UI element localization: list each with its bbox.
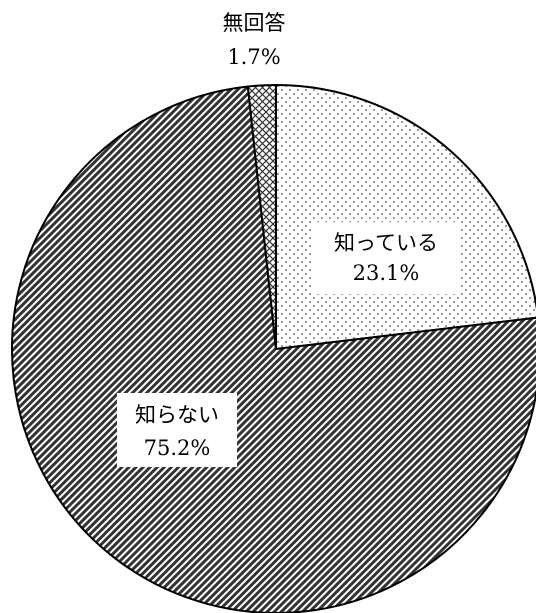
slice-label-mukaito: 無回答 1.7% bbox=[223, 11, 286, 69]
slice-value-label: 1.7% bbox=[227, 45, 280, 69]
label-box bbox=[313, 222, 459, 294]
pie-slice-2 bbox=[246, 83, 277, 350]
slice-label-text: 知っている bbox=[334, 231, 438, 255]
slice-label-text: 無回答 bbox=[223, 11, 286, 35]
slice-label-shiranai: 知らない 75.2% bbox=[117, 393, 237, 467]
slice-value-label: 23.1% bbox=[353, 261, 420, 285]
pie-slice-1 bbox=[11, 85, 536, 613]
slice-value-label: 75.2% bbox=[144, 436, 211, 460]
pie-slices bbox=[11, 83, 536, 613]
slice-label-text: 知らない bbox=[135, 403, 219, 427]
label-box bbox=[117, 393, 237, 467]
slice-label-shitteiru: 知っている 23.1% bbox=[313, 222, 459, 294]
pie-slice-0 bbox=[275, 84, 536, 350]
